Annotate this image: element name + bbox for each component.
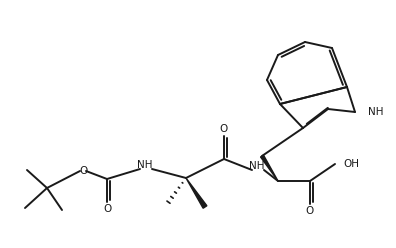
Text: O: O bbox=[103, 204, 111, 214]
Polygon shape bbox=[261, 155, 278, 181]
Text: NH: NH bbox=[137, 160, 153, 170]
Text: OH: OH bbox=[343, 159, 359, 169]
Text: O: O bbox=[220, 124, 228, 134]
Text: O: O bbox=[306, 206, 314, 216]
Text: O: O bbox=[79, 166, 87, 176]
Polygon shape bbox=[186, 178, 207, 208]
Text: NH: NH bbox=[368, 107, 383, 117]
Text: NH: NH bbox=[249, 161, 265, 171]
